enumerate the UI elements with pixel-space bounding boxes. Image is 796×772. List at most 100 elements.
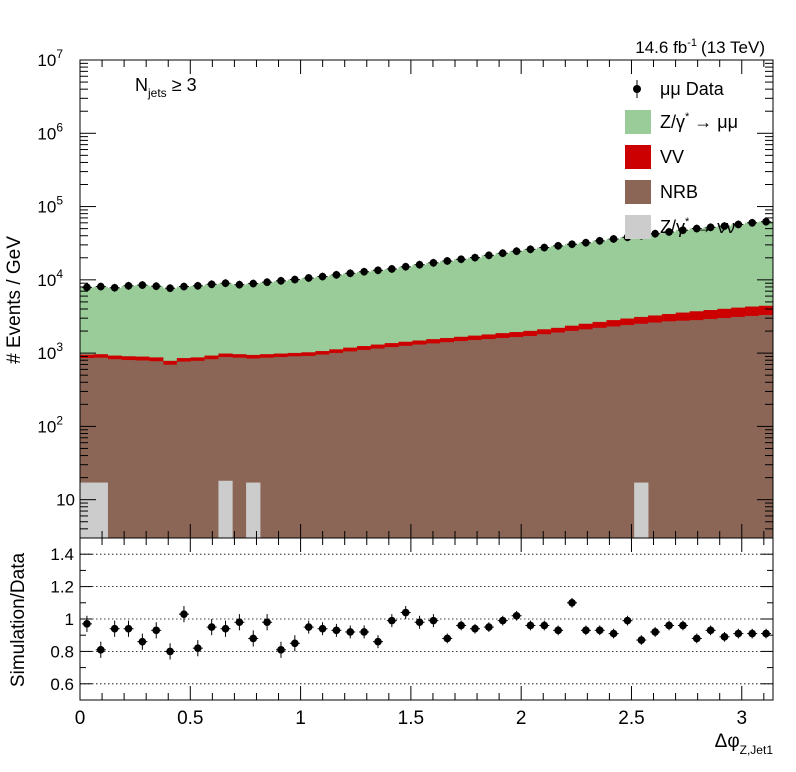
data-point <box>679 226 687 234</box>
ratio-point <box>401 608 410 617</box>
data-point <box>471 253 479 262</box>
ratio-point <box>637 636 646 644</box>
data-point <box>152 282 161 290</box>
data-point <box>304 274 313 282</box>
x-tick-label: 2 <box>516 708 527 729</box>
data-point <box>124 281 133 290</box>
legend-marker <box>633 85 641 93</box>
nrb-bar <box>273 356 289 539</box>
nrb-bar <box>398 345 413 539</box>
znn-bar <box>218 480 233 539</box>
ratio-point <box>720 633 729 641</box>
ratio-point <box>110 624 119 633</box>
ratio-point <box>166 647 174 656</box>
data-point <box>194 281 202 290</box>
ratio-y-tick-label: 1.2 <box>50 578 74 597</box>
ratio-point <box>692 634 701 643</box>
nrb-bar <box>620 325 635 539</box>
data-point <box>277 277 285 285</box>
data-point <box>263 278 271 286</box>
znn-bar <box>246 482 261 539</box>
data-point <box>748 218 756 227</box>
data-point <box>651 229 659 238</box>
nrb-bar <box>232 357 247 539</box>
nrb-bar <box>190 360 205 539</box>
znn-bar <box>79 482 95 539</box>
data-point <box>485 251 493 260</box>
data-point <box>595 237 604 245</box>
y-tick-label: 10 <box>56 491 75 510</box>
nrb-bar <box>107 359 122 539</box>
nrb-bar <box>648 322 663 539</box>
nrb-bar <box>606 326 621 539</box>
ratio-point <box>582 626 590 635</box>
ratio-point <box>540 621 549 630</box>
top-y-axis: 10 102 103 104 105 106 107 <box>37 47 773 539</box>
legend-label-dy: Z/γ* → μμ <box>660 111 738 132</box>
nrb-bar <box>315 354 330 539</box>
nrb-bar <box>149 361 164 539</box>
ratio-point <box>568 599 576 607</box>
ratio-gridlines <box>80 553 773 685</box>
nrb-bar <box>370 348 386 539</box>
data-point <box>360 267 368 276</box>
ratio-point <box>138 637 147 646</box>
y-tick-label: 106 <box>37 120 63 143</box>
data-point <box>498 249 507 257</box>
ratio-y-axis-label: Simulation/Data <box>8 553 29 688</box>
nrb-bar <box>495 337 510 539</box>
data-point <box>180 282 188 291</box>
data-point <box>568 240 576 249</box>
znn-bar <box>634 482 649 539</box>
nrb-bar <box>301 355 316 539</box>
ratio-point <box>318 624 327 633</box>
data-point <box>388 265 396 273</box>
ratio-y-tick-label: 1 <box>65 610 74 629</box>
data-point <box>526 245 535 254</box>
nrb-bar <box>454 341 469 539</box>
ratio-point <box>194 644 202 652</box>
nrb-bar <box>537 334 552 539</box>
ratio-point <box>706 626 715 635</box>
selection-label: Njets ≥ 3 <box>135 75 197 100</box>
nrb-bar <box>731 316 746 539</box>
data-point <box>235 280 244 289</box>
legend-label-nrb: NRB <box>660 182 698 202</box>
ratio-points <box>81 597 772 660</box>
bottom-y-axis: 0.6 0.8 1 1.2 1.4 <box>50 537 773 701</box>
nrb-bar <box>384 347 399 539</box>
ratio-point <box>679 621 687 630</box>
x-tick-label: 1 <box>295 708 306 729</box>
ratio-point <box>748 629 756 638</box>
nrb-bar <box>259 357 275 539</box>
data-point <box>609 235 618 243</box>
ratio-point <box>734 629 743 638</box>
nrb-bar <box>412 344 427 539</box>
nrb-bar <box>287 356 302 539</box>
ratio-point <box>249 634 258 643</box>
ratio-point <box>291 639 299 648</box>
ratio-point <box>152 626 161 635</box>
nrb-bar <box>689 320 704 539</box>
data-point <box>734 220 743 229</box>
ratio-y-tick-label: 0.8 <box>50 642 74 661</box>
ratio-point <box>332 626 341 635</box>
nrb-bar <box>343 351 358 539</box>
data-point <box>720 222 729 230</box>
data-point <box>706 223 715 232</box>
nrb-bar <box>523 336 538 539</box>
x-tick-label: 1.5 <box>398 708 424 729</box>
nrb-bar <box>675 320 691 539</box>
data-point <box>291 275 299 284</box>
data-point <box>346 269 355 278</box>
y-tick-label: 103 <box>37 340 63 363</box>
ratio-point <box>263 618 271 627</box>
ratio-y-tick-label: 0.6 <box>50 675 74 694</box>
ratio-point <box>360 628 368 636</box>
data-point <box>110 283 119 292</box>
data-point <box>415 260 424 269</box>
nrb-bar <box>356 349 372 539</box>
x-tick-label: 2.5 <box>618 708 644 729</box>
nrb-bar <box>426 343 441 539</box>
